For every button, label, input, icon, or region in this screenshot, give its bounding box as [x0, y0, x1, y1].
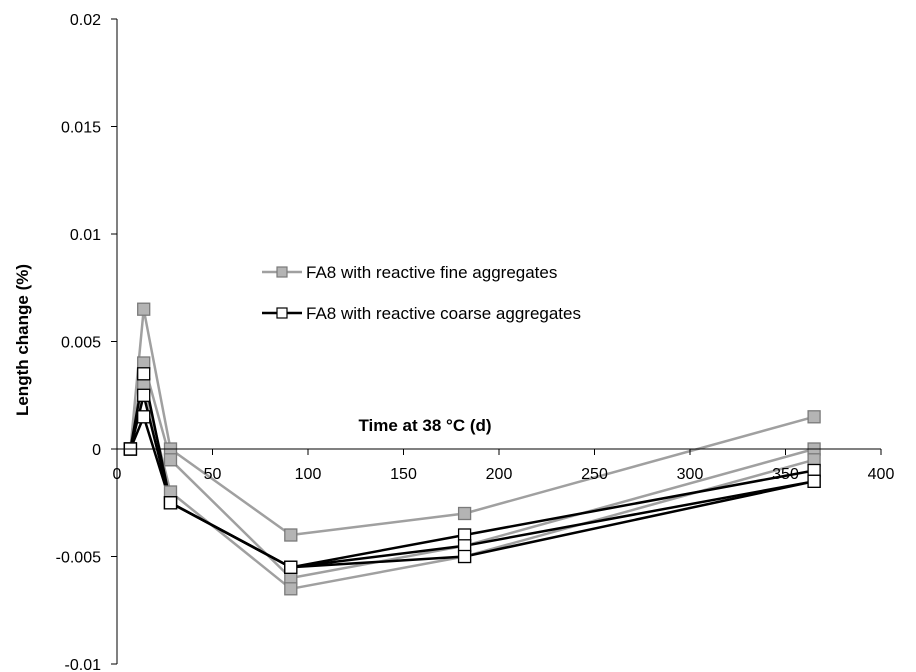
- data-point-coarse: [457, 549, 472, 564]
- data-point-fine: [457, 506, 472, 521]
- x-tick-label: 300: [677, 466, 704, 483]
- axes-layer: -0.01 -0.005 0 0.005 0.01 0.015 0.02 0 50 100 150 2…: [56, 12, 895, 672]
- data-point-fine: [284, 582, 298, 596]
- data-point-fine: [163, 453, 178, 467]
- data-point-fine: [137, 302, 151, 316]
- x-tick-label: 250: [581, 466, 608, 483]
- y-axis-title: Length change (%): [13, 264, 32, 416]
- y-tick-label: 0.015: [61, 120, 101, 137]
- data-point-coarse: [163, 496, 178, 510]
- legend: FA8 with reactive fine aggregates FA8 wi…: [262, 263, 581, 323]
- legend-marker-fine: [276, 266, 288, 278]
- y-tick-label: -0.01: [65, 657, 102, 672]
- legend-label-fine: FA8 with reactive fine aggregates: [306, 263, 557, 282]
- data-point-coarse: [137, 410, 151, 424]
- data-point-fine: [284, 528, 298, 542]
- x-axis-title: Time at 38 °C (d): [358, 416, 491, 435]
- series-line-coarse-4: [129, 372, 815, 569]
- y-tick-label: 0.01: [70, 227, 101, 244]
- x-tick-label: 400: [868, 466, 895, 483]
- legend-item-coarse: FA8 with reactive coarse aggregates: [262, 304, 581, 323]
- x-tick-label: 50: [204, 466, 222, 483]
- y-tick-label: 0: [92, 442, 101, 459]
- x-tick-label: 150: [390, 466, 417, 483]
- y-tick-label: -0.005: [56, 550, 101, 567]
- legend-item-fine: FA8 with reactive fine aggregates: [262, 263, 557, 282]
- legend-marker-coarse: [276, 307, 288, 319]
- data-point-fine: [807, 410, 821, 424]
- y-tick-label: 0.02: [70, 12, 101, 29]
- x-tick-label: 200: [486, 466, 513, 483]
- y-tick-label: 0.005: [61, 335, 101, 352]
- data-point-coarse: [284, 560, 298, 574]
- series-line-fine-1: [129, 307, 815, 537]
- data-point-coarse: [137, 367, 151, 381]
- x-tick-label: 350: [772, 466, 799, 483]
- x-tick-label: 100: [295, 466, 322, 483]
- data-point-coarse: [137, 388, 151, 402]
- x-tick-label: 0: [113, 466, 122, 483]
- data-point-coarse: [807, 474, 821, 488]
- legend-label-coarse: FA8 with reactive coarse aggregates: [306, 304, 581, 323]
- series-line-fine-2: [129, 361, 815, 580]
